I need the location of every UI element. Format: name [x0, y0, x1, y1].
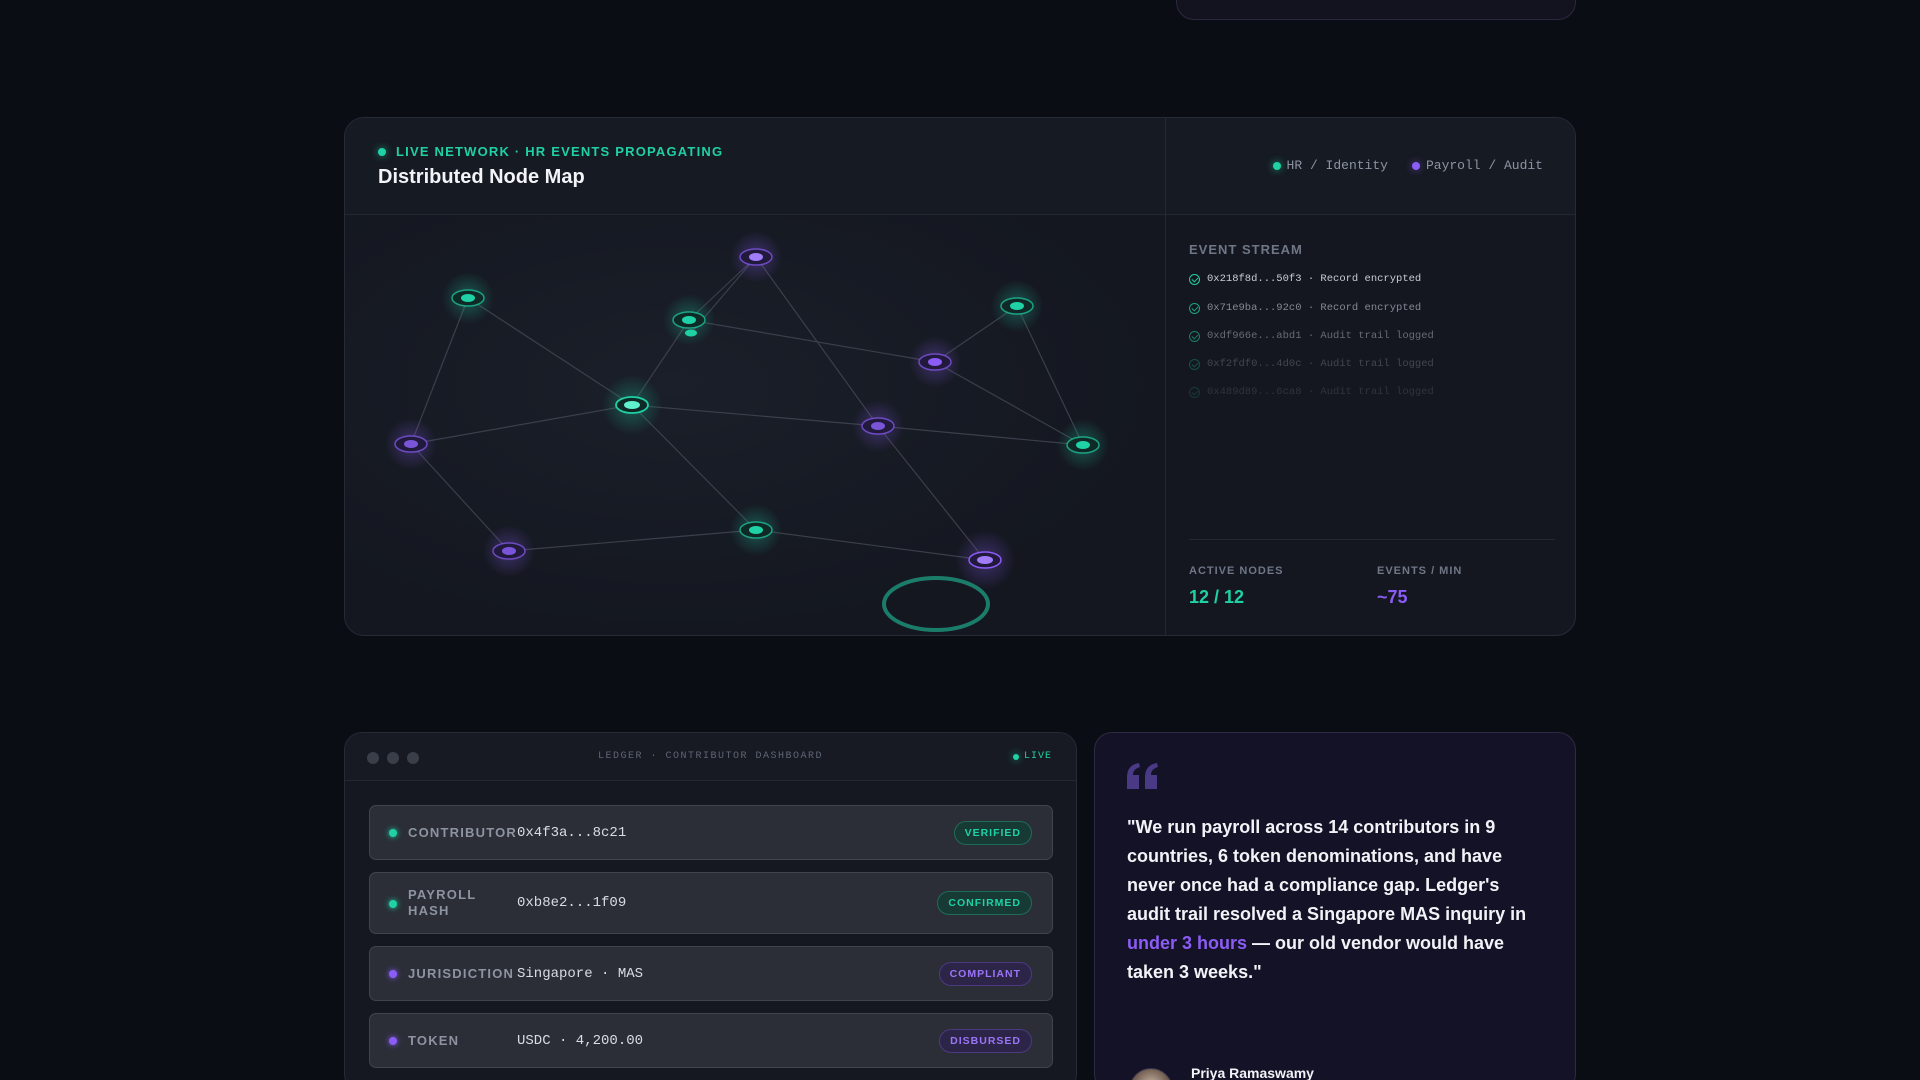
check-icon — [1189, 358, 1200, 370]
check-icon — [1189, 302, 1200, 314]
check-icon — [1189, 386, 1200, 398]
status-dot-icon — [389, 829, 397, 837]
ledger-title-bar: LEDGER · CONTRIBUTOR DASHBOARD LIVE — [345, 733, 1076, 781]
row-value: 0x4f3a...8c21 — [517, 825, 627, 841]
stat-value-active-nodes: 12 / 12 — [1189, 587, 1245, 607]
event-item: 0x218f8d...50f3 · Record encrypted — [1189, 273, 1421, 285]
legend-item-payroll: Payroll / Audit — [1411, 158, 1543, 173]
node-hr — [442, 272, 494, 324]
event-item: 0x489d89...6ca8 · Audit trail logged — [1189, 386, 1434, 398]
ledger-row-jurisdiction[interactable]: JURISDICTION Singapore · MAS COMPLIANT — [369, 946, 1053, 1001]
node-payroll — [483, 525, 535, 577]
event-item: 0xdf966e...abd1 · Audit trail logged — [1189, 330, 1434, 342]
row-value: USDC · 4,200.00 — [517, 1033, 644, 1049]
map-legend: HR / Identity Payroll / Audit — [1272, 158, 1543, 173]
node-map[interactable] — [345, 216, 1165, 635]
ledger-row-token[interactable]: TOKEN USDC · 4,200.00 DISBURSED — [369, 1013, 1053, 1068]
ledger-dashboard-card: LEDGER · CONTRIBUTOR DASHBOARD LIVE CONT… — [344, 732, 1077, 1080]
event-item: 0xf2fdf0...4d0c · Audit trail logged — [1189, 358, 1434, 370]
live-dot-icon — [378, 147, 386, 156]
node-hr — [1057, 419, 1109, 471]
ledger-live-indicator: LIVE — [1012, 751, 1052, 762]
live-dot-icon — [1012, 753, 1019, 760]
row-label: PAYROLL HASH — [408, 887, 477, 918]
event-packet-icon — [685, 329, 697, 337]
stat-label-active-nodes: ACTIVE NODES — [1189, 565, 1284, 577]
check-icon — [1189, 273, 1200, 285]
row-label: TOKEN — [408, 1033, 460, 1048]
avatar — [1129, 1068, 1173, 1080]
event-item: 0x71e9ba...92c0 · Record encrypted — [1189, 302, 1421, 314]
window-maximize-dot-icon[interactable] — [407, 752, 419, 764]
row-label: JURISDICTION — [408, 966, 515, 981]
node-payroll — [730, 231, 782, 283]
status-dot-icon — [389, 900, 397, 908]
row-value: 0xb8e2...1f09 — [517, 895, 627, 911]
map-title: Distributed Node Map — [378, 166, 585, 188]
stat-value-events-per-min: ~75 — [1377, 587, 1408, 607]
top-card-fragment — [1176, 0, 1576, 20]
testimonial-quote: "We run payroll across 14 contributors i… — [1127, 817, 1527, 982]
quote-mark-icon — [1127, 763, 1158, 789]
network-divider — [1165, 118, 1166, 635]
status-dot-icon — [389, 970, 397, 978]
node-payroll — [385, 418, 437, 470]
node-markers — [385, 231, 1109, 632]
event-stream: EVENT STREAM 0x218f8d...50f3 · Record en… — [1189, 118, 1555, 607]
live-network-label: LIVE NETWORK · HR EVENTS PROPAGATING — [378, 144, 723, 159]
node-payroll — [909, 336, 961, 388]
status-badge: VERIFIED — [953, 821, 1032, 845]
stat-label-events-per-min: EVENTS / MIN — [1377, 565, 1463, 577]
row-value: Singapore · MAS — [517, 966, 644, 982]
testimonial-card: "We run payroll across 14 contributors i… — [1094, 732, 1576, 1080]
legend-item-hr: HR / Identity — [1272, 158, 1388, 173]
window-close-dot-icon[interactable] — [367, 752, 379, 764]
ledger-row-contributor[interactable]: CONTRIBUTOR 0x4f3a...8c21 VERIFIED — [369, 805, 1053, 860]
status-dot-icon — [389, 1037, 397, 1045]
node-payroll — [955, 530, 1015, 590]
pulse-ring-icon — [882, 576, 990, 632]
status-badge: CONFIRMED — [937, 891, 1032, 915]
row-label: CONTRIBUTOR — [408, 825, 518, 840]
node-hr — [991, 280, 1043, 332]
status-badge: DISBURSED — [939, 1029, 1032, 1053]
node-hr — [602, 375, 662, 435]
legend-purple-dot-icon — [1411, 161, 1420, 170]
network-card: LIVE NETWORK · HR EVENTS PROPAGATING Dis… — [344, 117, 1576, 636]
event-stream-title: EVENT STREAM — [1189, 242, 1303, 257]
ledger-title: LEDGER · CONTRIBUTOR DASHBOARD — [597, 751, 824, 762]
testimonial-author: Priya Ramaswamy — [1191, 1065, 1314, 1080]
window-minimize-dot-icon[interactable] — [387, 752, 399, 764]
legend-teal-dot-icon — [1272, 161, 1281, 170]
network-card-header: LIVE NETWORK · HR EVENTS PROPAGATING Dis… — [345, 118, 1575, 215]
ledger-row-payroll-hash[interactable]: PAYROLL HASH 0xb8e2...1f09 CONFIRMED — [369, 872, 1053, 934]
node-hr — [730, 504, 782, 556]
status-badge: COMPLIANT — [938, 962, 1032, 986]
check-icon — [1189, 330, 1200, 342]
node-payroll — [852, 400, 904, 452]
node-map-graph — [385, 231, 1109, 632]
stream-divider — [1189, 539, 1555, 540]
node-hr — [663, 294, 715, 346]
quote-highlight: under 3 hours — [1127, 933, 1248, 953]
